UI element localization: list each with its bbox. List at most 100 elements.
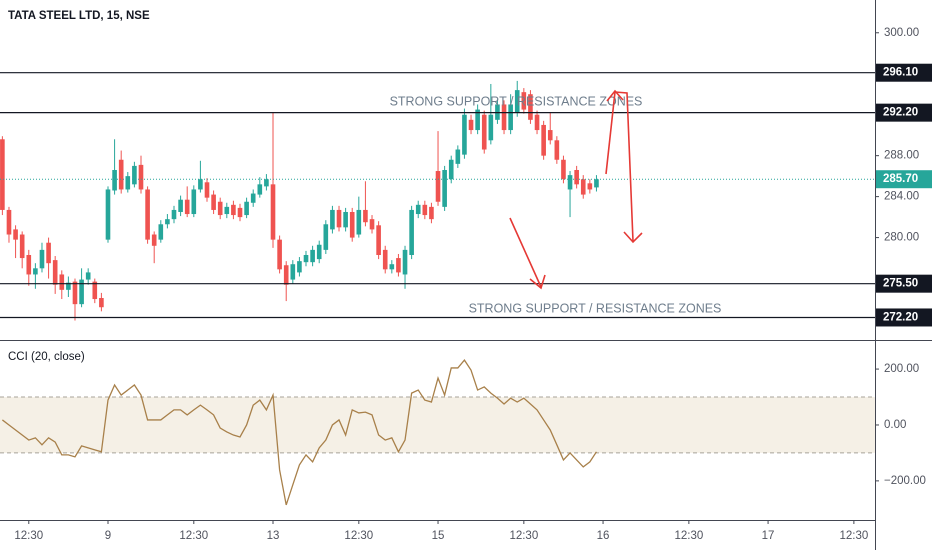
y-tick-label: −200.00 xyxy=(884,475,926,487)
x-tick-label: 15 xyxy=(432,530,445,542)
x-tick-label: 16 xyxy=(597,530,610,542)
x-tick-label: 13 xyxy=(267,530,280,542)
level-tag xyxy=(876,308,932,327)
candle-body xyxy=(184,199,190,215)
candle-body xyxy=(145,189,150,240)
candle-body xyxy=(356,209,362,235)
arrow xyxy=(614,91,634,242)
candle-body xyxy=(59,274,65,290)
arrow-head xyxy=(529,274,546,290)
candle-body xyxy=(442,170,447,207)
candle-body xyxy=(508,104,513,131)
candle-body xyxy=(26,255,32,275)
candle-body xyxy=(481,114,487,150)
candle-body xyxy=(250,193,256,203)
candle-body xyxy=(574,170,579,185)
candle-body xyxy=(283,265,289,285)
y-tick-label: 280.00 xyxy=(884,232,919,244)
last-price-label: 285.70 xyxy=(883,173,918,185)
candle-body xyxy=(587,183,593,190)
candle-body xyxy=(158,224,164,240)
candle-body xyxy=(521,92,527,110)
candle-body xyxy=(46,242,51,264)
candle-body xyxy=(310,249,315,263)
candle-body xyxy=(52,260,58,285)
candle-body xyxy=(297,261,302,273)
candle-body xyxy=(99,298,104,308)
candle-body xyxy=(422,204,428,216)
drawing-arrows xyxy=(509,89,643,290)
candle-body xyxy=(105,189,111,240)
candle-body xyxy=(0,139,5,210)
candle-body xyxy=(455,149,461,164)
candle-body xyxy=(316,244,322,260)
candle-body xyxy=(580,179,586,195)
candle-body xyxy=(217,201,223,216)
candle-body xyxy=(270,184,276,240)
candle-body xyxy=(118,159,124,190)
x-tick-label: 12:30 xyxy=(179,530,208,542)
candle-body xyxy=(363,209,368,223)
candle-body xyxy=(336,209,342,228)
candle-body xyxy=(475,109,480,131)
candle-body xyxy=(343,211,348,228)
candle-body xyxy=(191,189,197,215)
candle-body xyxy=(244,201,249,216)
level-tag xyxy=(876,63,932,82)
candle-body xyxy=(178,199,183,212)
x-tick-label: 12:30 xyxy=(674,530,703,542)
level-tag xyxy=(876,274,932,293)
candle-body xyxy=(468,119,474,131)
candle-body xyxy=(382,249,388,270)
y-tick-label: 200.00 xyxy=(884,363,919,375)
x-tick-label: 12:30 xyxy=(344,530,373,542)
candle-body xyxy=(396,258,401,273)
candle-body xyxy=(6,209,12,235)
candle-body xyxy=(349,211,355,238)
candle-body xyxy=(171,209,177,220)
candle-body xyxy=(323,224,329,250)
zone-annotation: STRONG SUPPORT / RESISTANCE ZONES xyxy=(469,301,722,315)
level-label: 272.20 xyxy=(883,312,918,324)
arrow xyxy=(509,217,542,288)
candle-body xyxy=(547,130,553,141)
plot: 300.00 288.00 284.00 280.00 296.10 292.20 275.… xyxy=(0,27,932,542)
y-tick-label: 0.00 xyxy=(884,419,906,431)
candle-body xyxy=(165,219,170,225)
level-label: 296.10 xyxy=(883,67,918,79)
arrow-head xyxy=(623,231,643,244)
candle-body xyxy=(541,124,546,156)
candle-body xyxy=(303,255,309,263)
x-tick-label: 12:30 xyxy=(509,530,538,542)
candle-body xyxy=(85,272,91,280)
candle-body xyxy=(402,249,408,275)
candle-body xyxy=(204,182,210,198)
candle-body xyxy=(534,114,540,131)
candle-body xyxy=(567,175,573,190)
candle-body xyxy=(72,281,78,305)
candle-body xyxy=(39,249,45,269)
candle-body xyxy=(528,94,533,120)
candle-body xyxy=(429,206,434,220)
candle-body xyxy=(290,264,296,280)
level-tag xyxy=(876,103,932,122)
candle-body xyxy=(33,268,38,275)
candle-body xyxy=(151,234,157,246)
candle-body xyxy=(231,204,236,216)
x-tick-label: 9 xyxy=(105,530,111,542)
y-tick-label: 300.00 xyxy=(884,27,919,39)
candle-body xyxy=(79,279,84,305)
y-tick-label: 288.00 xyxy=(884,150,919,162)
candle-body xyxy=(488,114,494,141)
candle-body xyxy=(389,264,395,270)
candle-body xyxy=(211,194,216,210)
candle-body xyxy=(92,281,98,300)
candle-body xyxy=(264,179,269,187)
candle-body xyxy=(369,219,375,230)
candle-body xyxy=(198,179,203,190)
x-tick-label: 12:30 xyxy=(839,530,868,542)
y-tick-label: 284.00 xyxy=(884,191,919,203)
arrow-head xyxy=(606,89,624,102)
candle-body xyxy=(257,184,263,195)
